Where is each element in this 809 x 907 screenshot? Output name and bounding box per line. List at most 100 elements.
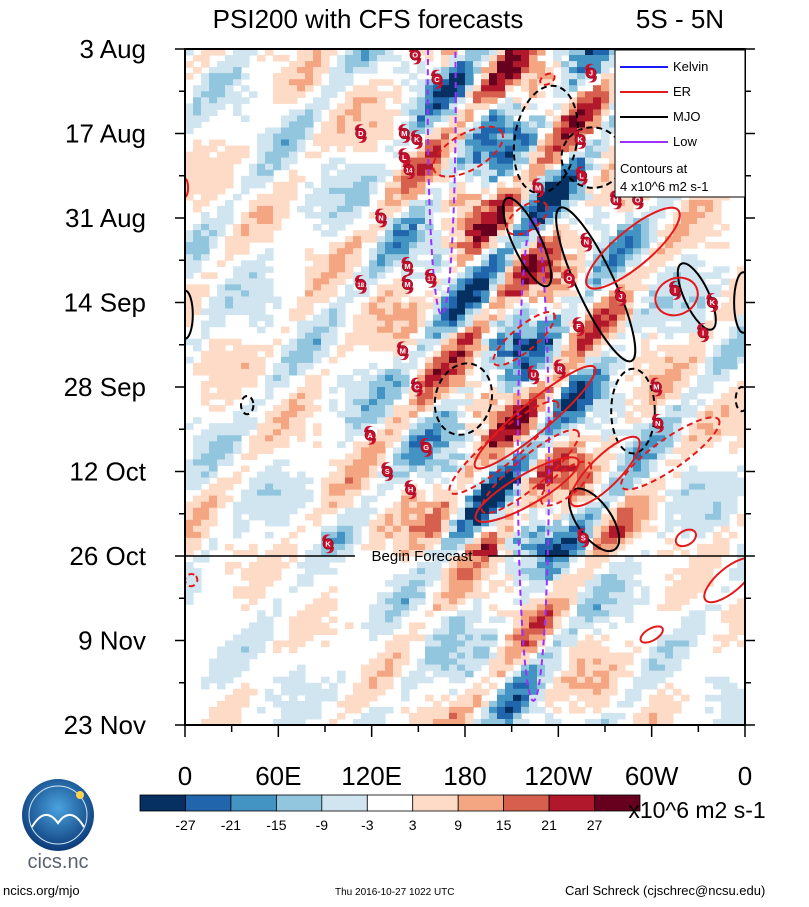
field-cell [337,242,346,249]
field-cell [681,634,690,642]
field-cell [417,260,426,267]
field-cell [321,121,330,128]
field-cell [497,580,506,587]
field-cell [713,501,722,509]
field-cell [257,199,266,207]
field-cell [577,610,586,617]
field-cell [257,266,266,273]
field-cell [377,199,386,207]
field-cell [457,151,466,159]
field-cell [497,278,506,285]
field-cell [313,296,322,304]
field-cell [537,332,546,340]
field-cell [297,664,306,672]
field-cell [401,332,410,340]
field-cell [409,73,418,80]
field-cell [409,97,418,104]
field-cell [473,381,482,388]
field-cell [713,266,722,273]
field-cell [441,296,450,304]
field-cell [665,374,674,382]
field-cell [729,393,738,400]
field-cell [513,175,522,183]
field-cell [329,212,338,219]
field-cell [281,399,290,406]
field-cell [457,332,466,340]
field-cell [553,598,562,605]
field-cell [713,344,722,352]
field-cell [665,646,674,654]
field-cell [697,525,706,533]
field-cell [441,308,450,316]
field-cell [721,501,730,509]
field-cell [681,350,690,358]
field-cell [713,483,722,491]
field-cell [489,417,498,424]
field-cell [713,477,722,485]
field-cell [561,495,570,503]
field-cell [305,127,314,135]
field-cell [593,61,602,68]
field-cell [273,296,282,304]
field-cell [665,598,674,605]
field-cell [193,308,202,316]
field-cell [297,362,306,370]
field-cell [393,447,402,454]
field-cell [201,272,210,279]
field-cell [489,453,498,460]
field-cell [569,308,578,316]
field-cell [529,628,538,635]
field-cell [521,332,530,340]
field-cell [729,429,738,436]
field-cell [569,338,578,346]
field-cell [497,429,506,436]
field-cell [593,308,602,316]
field-cell [473,55,482,62]
field-cell [393,356,402,364]
field-cell [561,543,570,551]
field-cell [625,556,634,563]
field-cell [633,477,642,485]
field-cell [737,278,745,285]
field-cell [489,127,498,135]
field-cell [185,543,194,551]
field-cell [521,73,530,80]
field-cell [497,230,506,237]
field-cell [233,501,242,509]
field-cell [529,646,538,654]
field-cell [457,67,466,74]
field-cell [297,411,306,418]
field-cell [473,49,482,56]
field-cell [361,405,370,412]
field-cell [561,145,570,153]
field-cell [377,175,386,183]
field-cell [497,501,506,509]
field-cell [657,248,666,255]
field-cell [641,459,650,466]
field-cell [201,169,210,177]
field-cell [337,537,346,545]
field-cell [481,133,490,141]
field-cell [417,302,426,310]
field-cell [417,622,426,629]
field-cell [673,423,682,430]
field-cell [441,640,450,648]
field-cell [641,507,650,515]
field-cell [409,236,418,243]
field-cell [441,115,450,122]
field-cell [513,598,522,605]
field-cell [361,465,370,473]
field-cell [193,447,202,454]
field-cell [265,634,274,642]
field-cell [425,139,434,147]
field-cell [609,242,618,249]
field-cell [393,393,402,400]
field-cell [361,55,370,62]
field-cell [393,55,402,62]
field-cell [457,543,466,551]
field-cell [465,453,474,460]
field-cell [561,459,570,466]
field-cell [585,405,594,412]
field-cell [585,580,594,587]
field-cell [609,610,618,617]
